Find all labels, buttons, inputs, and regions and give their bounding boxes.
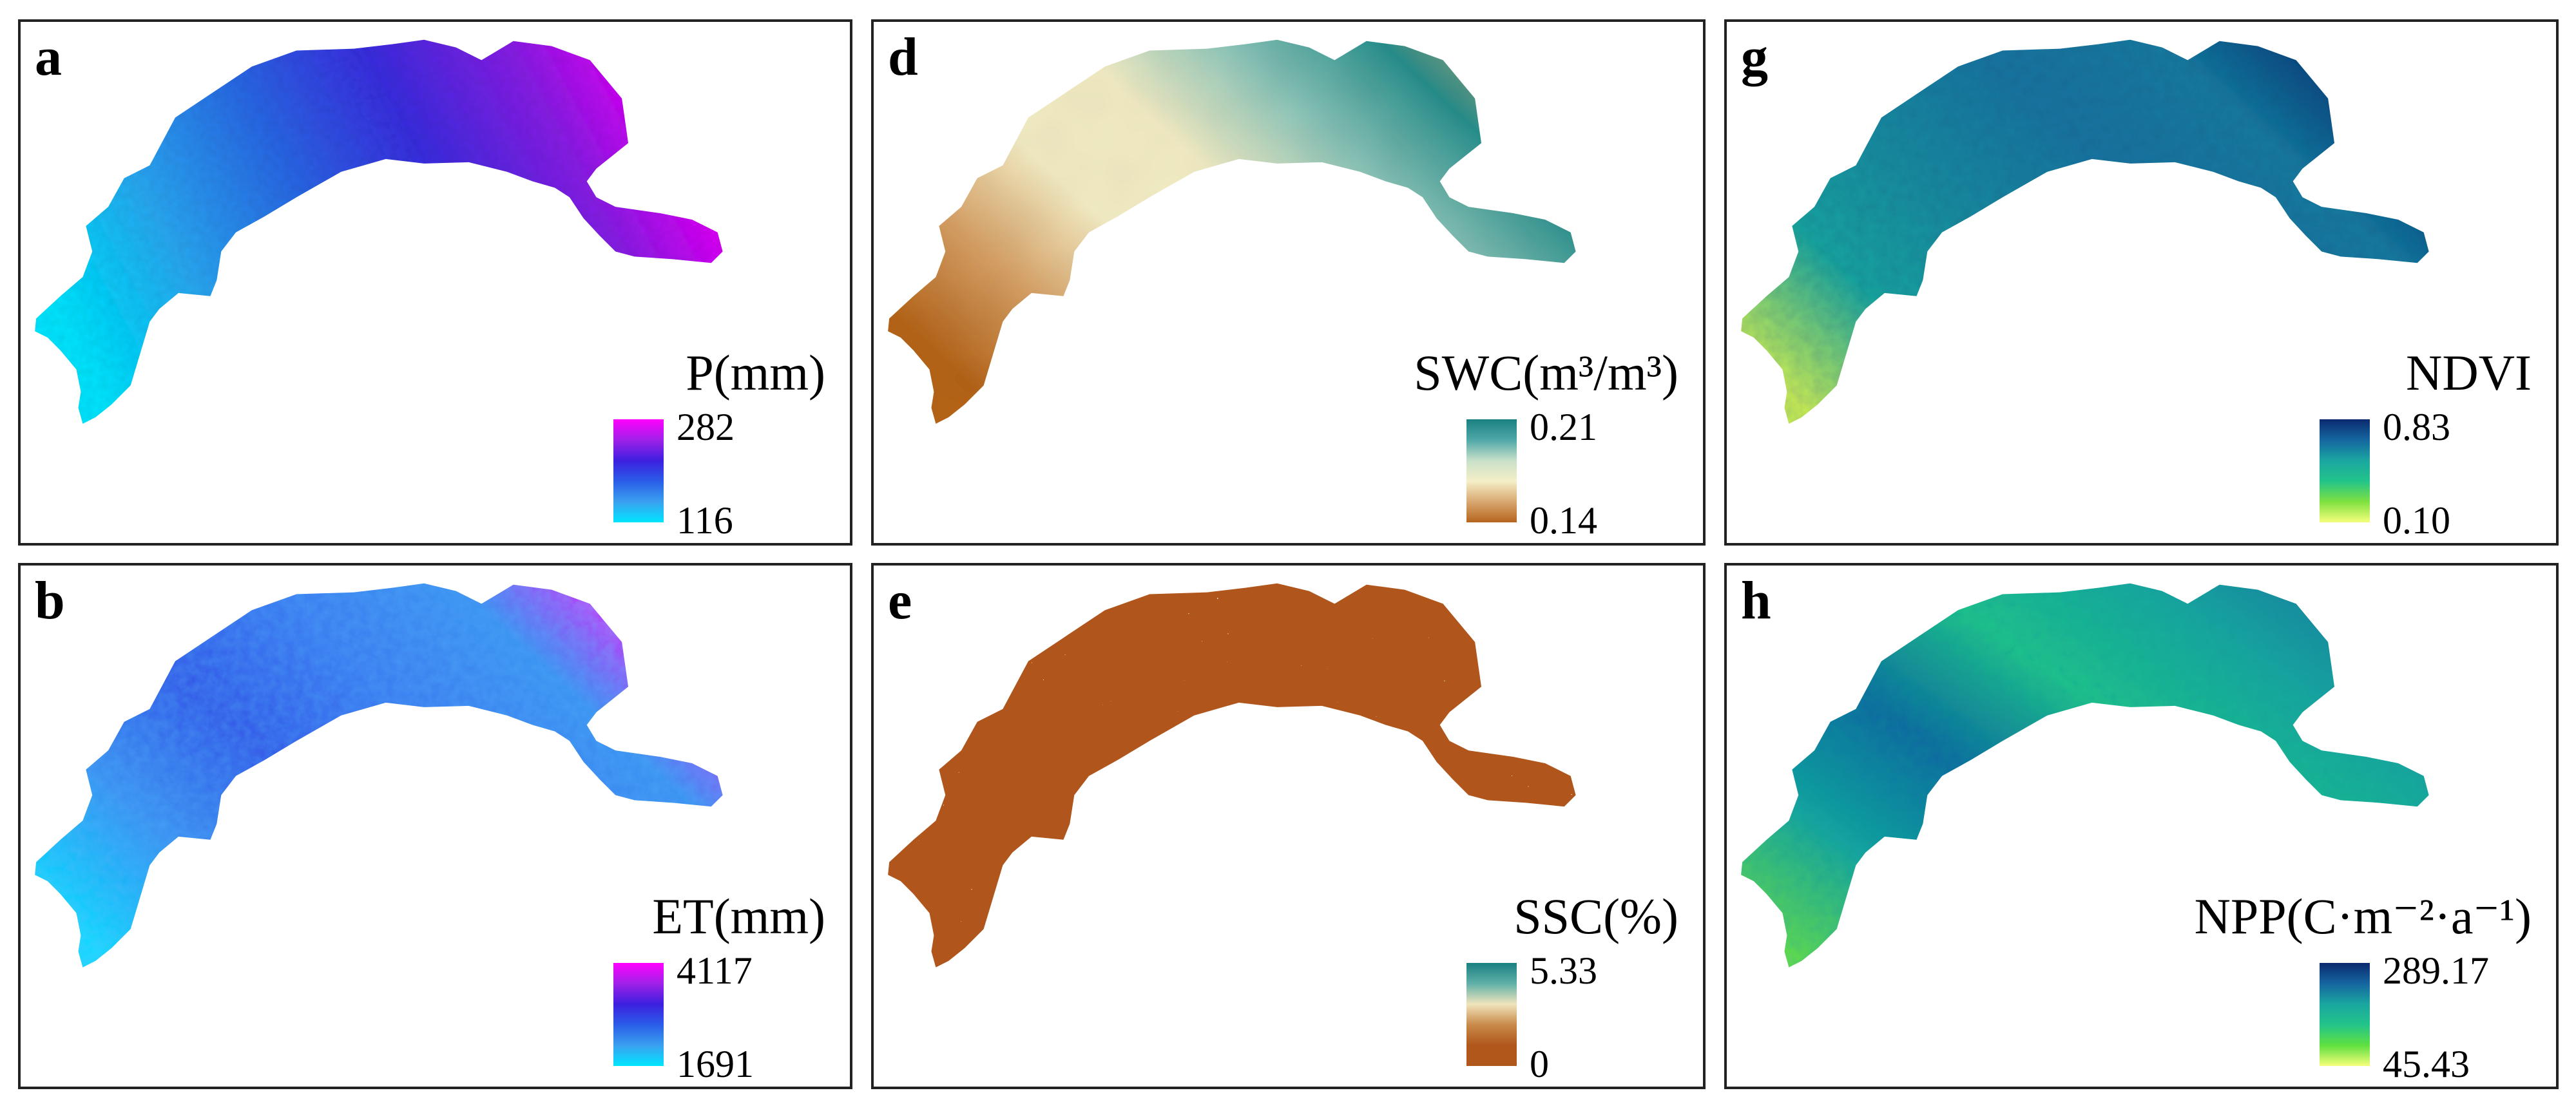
study-region-shape [35, 39, 723, 424]
variable-label: NPP(C·m⁻²·a⁻¹) [2194, 888, 2532, 944]
variable-label: SWC(m³/m³) [1414, 345, 1678, 401]
legend-max-value: 0.21 [1530, 406, 1597, 448]
precipitation-map [35, 39, 723, 424]
study-region-shape [888, 583, 1576, 967]
legend-colorbar [2320, 419, 2370, 522]
panel-letter: h [1741, 571, 1771, 631]
legend-colorbar [2320, 963, 2370, 1066]
evapotranspiration-map [35, 583, 723, 967]
soil-salt-content-map [888, 583, 1576, 967]
map-panel-a: a P(mm) 282 116 [18, 19, 852, 546]
study-region-shape [888, 39, 1576, 424]
legend-max-value: 0.83 [2383, 406, 2450, 448]
study-region-shape [1741, 39, 2429, 424]
panel-letter: b [35, 571, 65, 631]
panel-letter: d [888, 27, 918, 87]
variable-label: SSC(%) [1514, 888, 1678, 944]
legend-colorbar [1466, 419, 1517, 522]
study-region-shape [35, 583, 723, 967]
panel-letter: a [35, 27, 62, 87]
variable-label: NDVI [2406, 345, 2532, 401]
ndvi-map [1741, 39, 2429, 424]
map-panel-b: b ET(mm) 4117 1691 [18, 563, 852, 1089]
panel-letter: e [888, 571, 912, 631]
variable-label: ET(mm) [652, 888, 825, 944]
legend-min-value: 0 [1530, 1043, 1549, 1085]
map-panel-g: g NDVI 0.83 0.10 [1724, 19, 2559, 546]
npp-map [1741, 583, 2429, 967]
map-panel-e: e SSC(%) 5.33 0 [871, 563, 1706, 1089]
legend-max-value: 4117 [677, 949, 753, 992]
legend-min-value: 45.43 [2383, 1043, 2470, 1085]
map-panel-h: h NPP(C·m⁻²·a⁻¹) 289.17 45.43 [1724, 563, 2559, 1089]
legend-min-value: 0.10 [2383, 499, 2450, 542]
legend-colorbar [1466, 963, 1517, 1066]
legend-max-value: 289.17 [2383, 949, 2489, 992]
map-panel-d: d SWC(m³/m³) 0.21 0.14 [871, 19, 1706, 546]
legend-max-value: 5.33 [1530, 949, 1597, 992]
panel-letter: g [1741, 27, 1768, 87]
soil-water-content-map [888, 39, 1576, 424]
legend-max-value: 282 [677, 406, 735, 448]
variable-label: P(mm) [686, 345, 825, 401]
legend-colorbar [613, 419, 664, 522]
legend-colorbar [613, 963, 664, 1066]
legend-min-value: 1691 [677, 1043, 754, 1085]
study-region-shape [1741, 583, 2429, 967]
legend-min-value: 116 [677, 499, 733, 542]
legend-min-value: 0.14 [1530, 499, 1597, 542]
